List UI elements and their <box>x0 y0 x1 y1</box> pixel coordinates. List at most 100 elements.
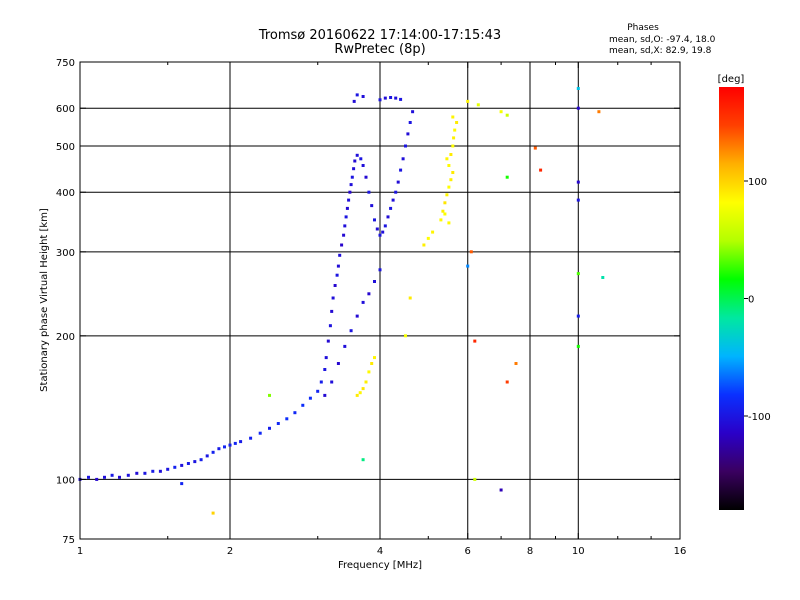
data-point-o <box>349 329 353 333</box>
data-point-o <box>406 132 410 136</box>
data-point-o <box>228 443 232 447</box>
data-point-o <box>223 445 226 449</box>
data-point-o <box>338 253 342 257</box>
data-point-o <box>193 460 197 464</box>
data-point-x <box>449 178 453 182</box>
x-tick-label: 16 <box>674 546 687 557</box>
data-point-o <box>352 99 356 103</box>
data-point-o <box>408 121 412 124</box>
data-point-o <box>399 97 403 101</box>
phases-header: Phases <box>627 23 659 33</box>
data-point-o <box>239 440 243 444</box>
x-tick-label: 10 <box>572 546 585 557</box>
y-tick-label: 100 <box>56 475 75 486</box>
data-point-o <box>103 475 106 479</box>
data-point-x <box>408 296 412 300</box>
data-point-o <box>293 411 297 415</box>
data-point-o <box>347 198 351 202</box>
data-point-x <box>452 136 456 140</box>
data-point-o <box>342 233 346 237</box>
data-point-o <box>336 362 340 365</box>
data-point-o <box>110 473 114 477</box>
data-point-x <box>441 209 445 213</box>
data-point-o <box>330 380 334 384</box>
data-point-o <box>350 175 354 179</box>
data-point-x <box>422 243 426 247</box>
data-point-o <box>349 183 353 187</box>
data-point-o <box>355 93 359 97</box>
data-point-o <box>375 227 379 231</box>
data-point-o <box>396 180 400 184</box>
data-point-x <box>431 230 435 234</box>
grid <box>80 62 680 539</box>
data-point-noise <box>361 458 365 462</box>
data-point-noise <box>533 146 537 150</box>
data-point-x <box>447 221 451 225</box>
data-point-o <box>364 175 368 179</box>
data-point-o <box>353 159 357 163</box>
data-point-o <box>348 190 352 194</box>
data-point-noise <box>514 362 518 365</box>
data-point-o <box>336 264 340 268</box>
data-point-o <box>399 168 403 172</box>
data-point-x <box>361 387 365 391</box>
chart-title: Tromsø 20160622 17:14:00-17:15:43 <box>258 28 501 43</box>
data-point-o <box>391 198 395 202</box>
data-point-x <box>451 144 455 148</box>
data-point-o <box>343 344 347 348</box>
y-axis-ticks: 75 100 200 300 400 500 600 750 <box>56 58 680 546</box>
data-point-x <box>451 115 455 119</box>
data-point-x <box>451 171 455 174</box>
data-point-x <box>453 128 457 132</box>
data-point-o <box>328 324 332 328</box>
data-point-o <box>87 475 90 479</box>
data-point-x <box>576 272 580 276</box>
data-point-o <box>331 296 335 300</box>
x-axis-label: Frequency [MHz] <box>338 560 422 571</box>
data-point-x <box>439 218 443 222</box>
data-point-x <box>355 393 359 397</box>
data-point-x <box>445 157 449 161</box>
data-point-o <box>126 473 130 477</box>
data-point-x <box>443 212 447 216</box>
y-tick-label: 500 <box>56 142 75 153</box>
data-point-x <box>373 356 376 360</box>
data-point-x <box>473 477 477 481</box>
data-point-o <box>352 167 356 171</box>
data-point-noise <box>473 339 477 343</box>
data-point-o <box>401 157 405 161</box>
data-point-noise <box>211 511 215 515</box>
data-point-o <box>258 431 262 435</box>
data-point-o <box>378 233 382 237</box>
data-point-o <box>268 426 271 430</box>
data-point-o <box>367 292 371 296</box>
data-point-x <box>268 393 271 397</box>
data-point-o <box>335 273 339 277</box>
data-point-o <box>276 422 280 425</box>
data-point-o <box>330 309 334 313</box>
data-point-o <box>333 284 337 287</box>
data-point-o <box>411 110 415 114</box>
data-point-x <box>466 99 470 103</box>
y-axis-label: Stationary phase Virtual Height [km] <box>39 208 50 392</box>
data-point-o <box>326 339 330 343</box>
data-point-o <box>359 157 363 161</box>
x-tick-label: 6 <box>465 546 471 557</box>
data-point-x <box>476 103 480 107</box>
data-point-o <box>323 393 327 397</box>
data-point-o <box>345 206 349 210</box>
data-point-o <box>389 96 393 99</box>
data-point-o <box>166 467 170 471</box>
data-point-o <box>158 469 162 473</box>
data-point-x <box>358 391 362 395</box>
chart-subtitle: RwPretec (8p) <box>334 42 425 57</box>
colorbar <box>719 87 744 510</box>
colorbar-ticks: 100 0 -100 <box>744 177 771 423</box>
x-tick-label: 4 <box>377 546 383 557</box>
data-point-o <box>367 190 371 194</box>
data-point-o <box>199 458 203 462</box>
data-point-o <box>151 469 155 473</box>
y-tick-label: 300 <box>56 248 75 259</box>
